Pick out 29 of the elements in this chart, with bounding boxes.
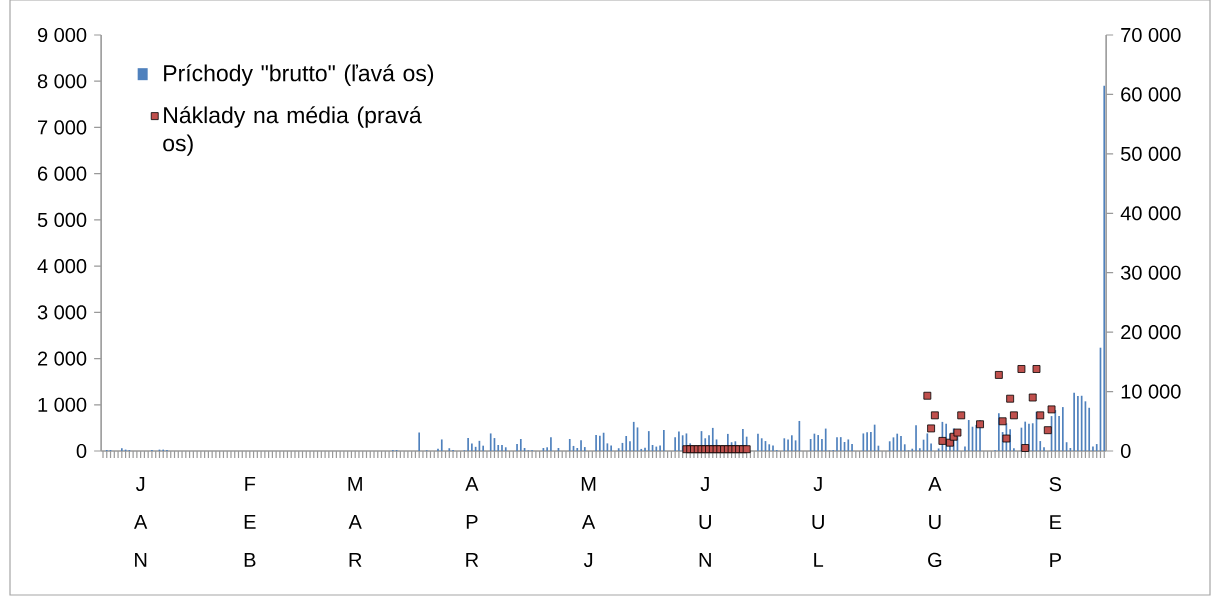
y-tick-label: 1 000 xyxy=(38,397,87,412)
y2-tick-label: 0 xyxy=(1120,443,1131,459)
y2-tick-label: 40 000 xyxy=(1120,206,1181,221)
category-label: A P R xyxy=(465,477,479,567)
category-label: F E B xyxy=(244,477,256,567)
y2-tick-label: 10 000 xyxy=(1121,384,1181,399)
category-label: M A J xyxy=(581,477,596,568)
y-tick-label: 3 000 xyxy=(37,305,87,320)
y-tick-label: 7 000 xyxy=(38,120,87,135)
y2-tick-label: 30 000 xyxy=(1120,265,1181,280)
y-tick-label: 0 xyxy=(76,443,87,459)
y2-tick-label: 20 000 xyxy=(1121,325,1181,340)
y-tick-label: 2 000 xyxy=(38,351,87,366)
legend-label: Náklady na média (pravá os) xyxy=(163,106,422,156)
y2-tick-label: 60 000 xyxy=(1121,87,1181,102)
category-label: J U N xyxy=(699,477,711,567)
category-label: M A R xyxy=(348,477,362,567)
y-tick-label: 4 000 xyxy=(37,259,87,274)
y2-tick-label: 50 000 xyxy=(1121,146,1181,161)
y-tick-label: 6 000 xyxy=(38,166,87,181)
y-tick-label: 5 000 xyxy=(37,212,87,227)
category-label: S E P xyxy=(1049,477,1062,568)
y-tick-label: 9 000 xyxy=(37,27,87,43)
y-tick-label: 8 000 xyxy=(37,74,87,89)
category-label: J U L xyxy=(812,477,824,567)
category-label: J A N xyxy=(134,477,148,567)
legend-label: Príchody "brutto" (ľavá os) xyxy=(164,64,434,86)
y2-tick-label: 70 000 xyxy=(1121,27,1181,43)
category-label: A U G xyxy=(928,477,942,568)
